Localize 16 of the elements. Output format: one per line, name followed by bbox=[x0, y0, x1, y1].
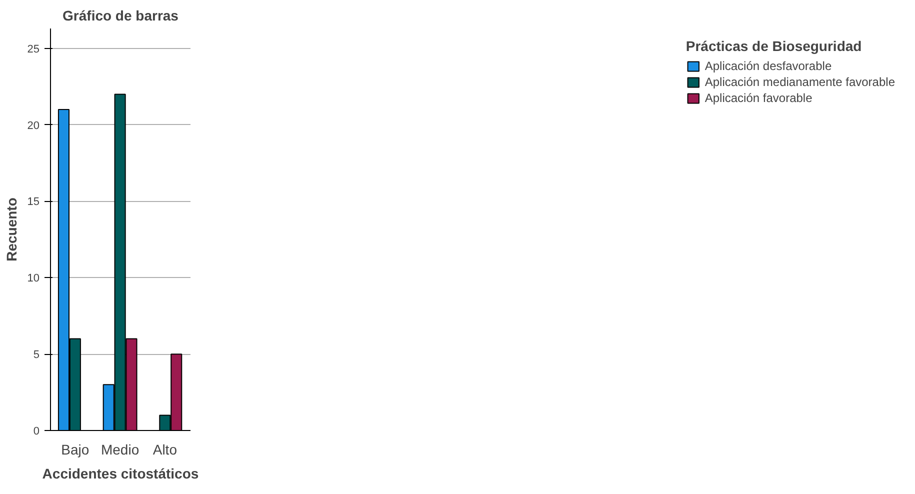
y-tick-label: 10 bbox=[27, 272, 40, 285]
y-tick-label: 25 bbox=[27, 43, 40, 56]
legend-label: Aplicación medianamente favorable bbox=[704, 75, 895, 89]
x-tick-label: Bajo bbox=[61, 442, 90, 458]
x-tick-label: Medio bbox=[100, 442, 140, 458]
y-tick-label: 5 bbox=[33, 349, 40, 362]
legend-label: Aplicación favorable bbox=[704, 91, 812, 105]
legend-title: Prácticas de Bioseguridad bbox=[686, 38, 863, 54]
x-tick-label: Alto bbox=[152, 442, 178, 458]
chart-title: Gráfico de barras bbox=[62, 8, 179, 24]
y-tick-label: 15 bbox=[27, 196, 40, 208]
y-tick-label: 20 bbox=[27, 120, 40, 132]
x-axis-title: Accidentes citostáticos bbox=[42, 466, 199, 482]
y-tick-label: 0 bbox=[33, 426, 40, 438]
y-axis-title: Recuento bbox=[3, 198, 20, 262]
legend-label: Aplicación desfavorable bbox=[704, 59, 832, 73]
